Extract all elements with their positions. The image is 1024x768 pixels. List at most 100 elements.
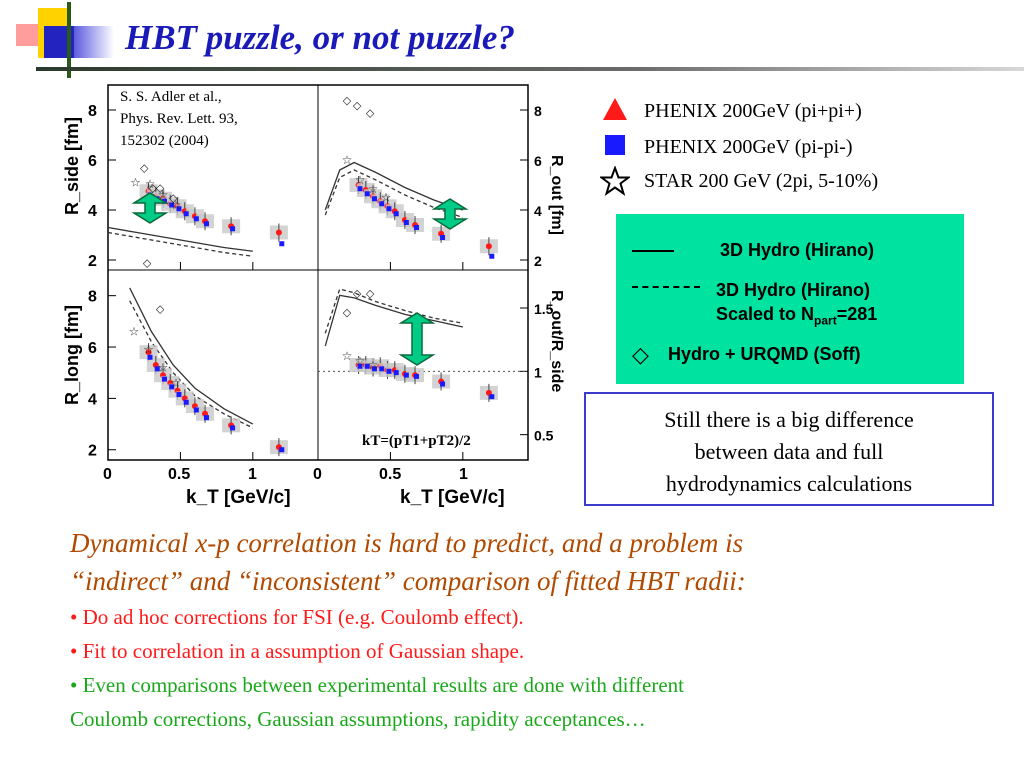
logo-red-square xyxy=(16,24,38,46)
y-tick-label: 8 xyxy=(88,103,97,120)
pipi-minus-point xyxy=(169,384,175,390)
pipi-minus-point xyxy=(386,368,392,374)
slide-title: HBT puzzle, or not puzzle? xyxy=(125,18,515,57)
square-marker-icon xyxy=(605,135,625,155)
x-tick-label: 0.5 xyxy=(379,466,401,483)
hydro-solid-label: 3D Hydro (Hirano) xyxy=(720,240,875,260)
pipi-minus-point xyxy=(489,253,495,259)
y-tick-label: 6 xyxy=(88,153,97,170)
star-point: ☆ xyxy=(171,376,182,390)
pipi-minus-point xyxy=(403,220,409,225)
diamond-marker-icon: ◇ xyxy=(632,342,649,367)
star-point: ☆ xyxy=(368,358,379,372)
citation-line: S. S. Adler et al., xyxy=(120,89,222,105)
pipi-minus-point xyxy=(203,415,209,421)
star-point: ☆ xyxy=(158,188,169,202)
diamond-point: ◇ xyxy=(353,288,362,300)
pipi-minus-point xyxy=(183,399,189,405)
italic-line: “indirect” and “inconsistent” comparison… xyxy=(70,566,746,596)
star-point: ☆ xyxy=(130,176,141,190)
star-point: ☆ xyxy=(368,182,379,196)
y-tick-label: 4 xyxy=(534,203,542,219)
hydro-curve xyxy=(324,294,463,347)
y-tick-label: 2 xyxy=(534,253,542,269)
pipi-minus-point xyxy=(279,241,285,247)
diamond-point: ◇ xyxy=(366,108,375,120)
star-point: ☆ xyxy=(381,191,392,205)
citation-line: Phys. Rev. Lett. 93, xyxy=(120,111,238,127)
y-axis-label-rside: R_side [fm] xyxy=(62,117,82,215)
pipi-minus-point xyxy=(357,363,363,369)
hydro-curve xyxy=(107,226,253,252)
bullet-comparisons-cont: Coulomb corrections, Gaussian assumption… xyxy=(70,707,646,731)
y-tick-label: 6 xyxy=(88,340,97,357)
kt-formula: kT=(pT1+pT2)/2 xyxy=(362,433,471,449)
bullet-fsi: • Do ad hoc corrections for FSI (e.g. Co… xyxy=(70,605,524,629)
pipi-minus-point xyxy=(413,225,419,230)
pipi-minus-point xyxy=(440,381,446,387)
star-marker-icon xyxy=(600,166,630,196)
citation-line: 152302 (2004) xyxy=(120,133,209,149)
pipi-minus-point xyxy=(176,392,182,398)
dashed-line-sample xyxy=(632,286,700,288)
x-tick-label: 0 xyxy=(313,466,322,483)
diamond-point: ◇ xyxy=(366,288,375,300)
diamond-point: ◇ xyxy=(140,163,149,175)
pipi-minus-point xyxy=(364,191,370,197)
star-point: ☆ xyxy=(158,361,169,375)
diamond-point: ◇ xyxy=(353,100,362,112)
pipi-minus-point xyxy=(403,372,409,378)
y-tick-label: 4 xyxy=(88,203,97,220)
star-point: ☆ xyxy=(355,354,366,368)
pipi-minus-point xyxy=(203,221,209,227)
hydro-scaled-curve xyxy=(324,288,463,334)
hydro-diamond-label: Hydro + URQMD (Soff) xyxy=(668,344,861,364)
pipi-minus-point xyxy=(379,201,385,207)
difference-arrow-rside xyxy=(131,192,169,224)
hydro-curve xyxy=(324,161,464,211)
note-line: between data and full xyxy=(694,439,884,464)
star-point: ☆ xyxy=(342,153,353,167)
pipi-minus-point xyxy=(183,211,189,217)
y-tick-label: 4 xyxy=(88,391,97,408)
pipi-plus-point xyxy=(275,229,282,236)
pipi-minus-point xyxy=(147,354,153,360)
x-tick-label: 0.5 xyxy=(168,466,190,483)
star-point: ☆ xyxy=(129,325,140,339)
hydro-legend-box: 3D Hydro (Hirano) 3D Hydro (Hirano) Scal… xyxy=(616,214,964,384)
y-axis-label-rout: R_out [fm] xyxy=(548,155,565,235)
pipi-minus-point xyxy=(371,196,377,202)
pipi-minus-point xyxy=(230,226,236,232)
pipi-minus-point xyxy=(379,366,385,372)
x-tick-label: 1 xyxy=(459,466,468,483)
logo-vertical-rule xyxy=(67,2,71,78)
x-axis-label: k_T [GeV/c] xyxy=(186,487,291,508)
pipi-minus-point xyxy=(371,366,377,372)
pipi-plus-point xyxy=(485,243,492,250)
diamond-point: ◇ xyxy=(156,183,165,195)
diamond-point: ◇ xyxy=(169,193,178,205)
star-point: ☆ xyxy=(145,177,156,191)
legend-label: PHENIX 200GeV (pi+pi+) xyxy=(644,100,862,122)
legend-label: STAR 200 GeV (2pi, 5-10%) xyxy=(644,170,879,192)
y-tick-label: 2 xyxy=(88,253,97,270)
hydro-dashed-label: 3D Hydro (Hirano) Scaled to Npart=281 xyxy=(716,280,878,328)
triangle-marker-icon xyxy=(603,98,627,120)
pipi-minus-point xyxy=(154,366,160,372)
pipi-minus-point xyxy=(393,370,399,376)
diamond-point: ◇ xyxy=(343,95,352,107)
pipi-minus-point xyxy=(357,186,363,192)
diamond-point: ◇ xyxy=(143,257,152,269)
y-axis-label-ratio: R_out/R_side xyxy=(548,290,565,392)
pipi-minus-point xyxy=(161,376,167,382)
pipi-minus-point xyxy=(169,202,175,208)
y-tick-label: 8 xyxy=(534,103,542,119)
y-tick-label: 8 xyxy=(88,289,97,306)
pipi-minus-point xyxy=(230,425,236,431)
title-underline-rule xyxy=(36,67,1024,71)
pipi-minus-point xyxy=(489,394,495,400)
star-point: ☆ xyxy=(143,343,154,357)
bullet-gaussian: • Fit to correlation in a assumption of … xyxy=(70,639,525,663)
x-tick-label: 0 xyxy=(103,466,112,483)
